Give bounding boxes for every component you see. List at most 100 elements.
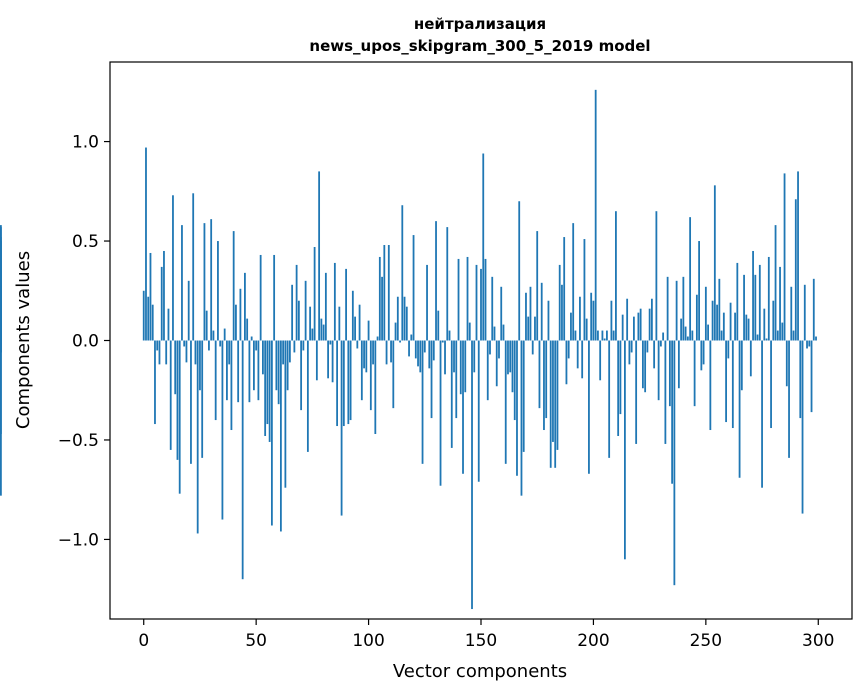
bar-86 <box>336 340 338 427</box>
bar-241 <box>684 326 687 341</box>
bar-30 <box>210 219 213 341</box>
bar-133 <box>441 340 444 343</box>
bar-80 <box>322 324 325 341</box>
bar-62 <box>282 340 285 365</box>
x-tick-label: 150 <box>465 631 497 651</box>
bar-72 <box>304 280 307 341</box>
bar-265 <box>738 340 741 478</box>
bar-240 <box>682 276 685 341</box>
bar-193 <box>576 340 579 369</box>
bar-112 <box>394 322 397 341</box>
bar-266 <box>740 340 743 391</box>
bar-29 <box>208 340 210 351</box>
bar-67 <box>293 340 296 353</box>
bar-123 <box>419 340 422 373</box>
bar-222 <box>641 340 644 389</box>
bar-27 <box>203 223 206 341</box>
bar-35 <box>221 340 224 520</box>
bar-169 <box>522 340 525 452</box>
bar-37 <box>226 340 228 401</box>
bar-78 <box>318 171 321 341</box>
bar-176 <box>538 340 541 409</box>
bar-160 <box>502 324 505 341</box>
bar-210 <box>615 211 617 341</box>
bar-107 <box>383 245 386 341</box>
bar-259 <box>725 340 727 423</box>
bar-177 <box>540 282 543 341</box>
bar-246 <box>695 294 698 341</box>
bar-280 <box>772 300 775 341</box>
bar-172 <box>529 286 532 341</box>
bar-206 <box>606 330 608 341</box>
bar-267 <box>743 274 745 341</box>
bar-146 <box>471 340 473 610</box>
bar-114 <box>399 340 401 343</box>
bar-273 <box>756 334 759 341</box>
bar-87 <box>338 306 341 341</box>
bar-293 <box>801 340 804 514</box>
bar-279 <box>770 340 772 429</box>
bar-127 <box>428 340 431 369</box>
bar-229 <box>657 340 660 401</box>
bar-264 <box>736 262 739 341</box>
bar-284 <box>781 322 784 341</box>
bar-19 <box>185 340 188 363</box>
bar-6 <box>156 340 159 351</box>
bar-92 <box>349 340 352 421</box>
bar-271 <box>752 250 754 341</box>
bar-137 <box>450 340 453 448</box>
bar-223 <box>644 340 647 393</box>
bar-17 <box>181 225 183 341</box>
bar-104 <box>376 336 379 341</box>
bar-167 <box>518 201 521 341</box>
bar-239 <box>680 318 683 341</box>
bar-179 <box>545 340 548 419</box>
bar-series <box>0 89 817 610</box>
bar-163 <box>509 340 512 373</box>
bar-269 <box>747 318 750 341</box>
x-axis-ticks: 0 50 100 150 200 250 300 <box>138 619 834 651</box>
bar-236 <box>673 340 676 586</box>
y-tick-label: −1.0 <box>58 530 99 550</box>
bar-59 <box>275 340 278 391</box>
bar-50 <box>255 340 258 351</box>
bar-69 <box>297 300 300 341</box>
x-tick-label: 250 <box>690 631 722 651</box>
bar-263 <box>734 312 736 341</box>
x-axis-label: Vector components <box>393 661 567 682</box>
bar-178 <box>543 340 545 431</box>
bar-195 <box>581 340 584 379</box>
bar-217 <box>630 340 633 353</box>
bar-131 <box>437 310 440 341</box>
bar-81 <box>324 272 327 341</box>
bar-98 <box>363 340 365 369</box>
bar-140 <box>457 258 460 341</box>
x-tick-label: 300 <box>802 631 834 651</box>
bar-84 <box>331 340 334 383</box>
bar-10 <box>165 340 168 365</box>
bar-158 <box>498 340 500 359</box>
bar-294 <box>803 284 806 341</box>
plot-frame <box>109 61 853 620</box>
bar-224 <box>646 340 649 353</box>
bar-298 <box>812 278 815 341</box>
bar-66 <box>291 284 294 341</box>
bar-32 <box>214 340 217 421</box>
x-tick-label: 200 <box>577 631 609 651</box>
bar-228 <box>655 211 658 341</box>
bar-88 <box>340 340 343 516</box>
bar-58 <box>273 254 276 341</box>
bar-101 <box>369 340 372 411</box>
bar-15 <box>176 340 179 460</box>
bar-34 <box>219 340 222 347</box>
bar-141 <box>459 340 462 395</box>
bar-200 <box>592 300 595 341</box>
bar-159 <box>500 286 503 341</box>
bar-77 <box>315 340 318 381</box>
bar-231 <box>662 332 665 341</box>
bar-94 <box>354 316 356 341</box>
bar-71 <box>302 340 305 351</box>
bar-118 <box>408 340 410 357</box>
bar-60 <box>277 340 280 405</box>
